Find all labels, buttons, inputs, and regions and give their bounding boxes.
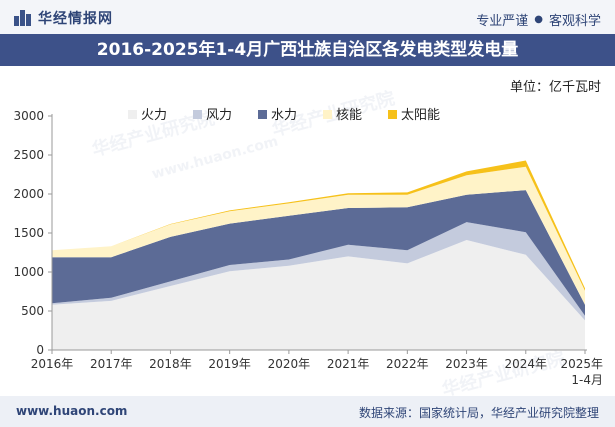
y-tick-label-2: 1000	[13, 265, 44, 279]
x-tick-label-7: 2023年	[445, 357, 488, 371]
x-tick-label-8: 2024年	[505, 357, 548, 371]
x-tick-label-5: 2021年	[327, 357, 370, 371]
x-tick-label-1: 2017年	[90, 357, 133, 371]
y-tick-label-5: 2500	[13, 148, 44, 162]
y-tick-label-6: 3000	[13, 109, 44, 123]
legend-label-2: 水力	[271, 108, 297, 123]
legend-label-3: 核能	[336, 108, 362, 123]
footer-website-link[interactable]: www.huaon.com	[16, 404, 128, 418]
brand-logo[interactable]: 华经情报网	[14, 8, 113, 28]
y-tick-label-4: 2000	[13, 187, 44, 201]
slogan-right: 客观科学	[548, 14, 601, 29]
unit-label: 单位：亿千瓦时	[509, 80, 601, 95]
area-series-0	[52, 240, 585, 350]
x-tick-label-0: 2016年	[31, 357, 74, 371]
area-series-2	[52, 190, 585, 316]
x-tick-label-2: 2018年	[149, 357, 192, 371]
footer-source: 数据来源：国家统计局，华经产业研究院整理	[358, 406, 599, 420]
y-tick-label-1: 500	[21, 304, 44, 318]
x-tick-label-4: 2020年	[268, 357, 311, 371]
y-tick-label-3: 1500	[13, 226, 44, 240]
legend-swatch-3	[323, 110, 332, 119]
legend-label-1: 风力	[206, 108, 232, 123]
slogan: 专业严谨 ● 客观科学	[476, 10, 601, 29]
legend-label-4: 太阳能	[401, 108, 440, 123]
area-series-3	[52, 166, 585, 305]
legend-swatch-4	[388, 110, 397, 119]
legend-label-0: 火力	[141, 108, 167, 123]
brand-name: 华经情报网	[38, 11, 113, 27]
x-tick-label-9-line1: 1-4月	[571, 373, 603, 387]
legend-swatch-2	[258, 110, 267, 119]
legend-swatch-0	[128, 110, 137, 119]
y-tick-label-0: 0	[36, 343, 44, 357]
x-tick-label-9: 2025年	[560, 357, 603, 371]
area-series-4	[52, 160, 585, 291]
area-chart: 0 500 1000 1500 2000 2500 3000 2016年 2017年 2018年 2…	[13, 108, 603, 387]
footer-bar: www.huaon.com 数据来源：国家统计局，华经产业研究院整理	[0, 396, 615, 427]
slogan-left: 专业严谨	[476, 14, 529, 29]
slogan-dot-icon: ●	[534, 14, 543, 25]
legend-swatch-1	[193, 110, 202, 119]
brand-logo-icon	[14, 10, 32, 26]
header-bar: 华经情报网 专业严谨 ● 客观科学	[0, 0, 615, 34]
x-tick-label-3: 2019年	[208, 357, 251, 371]
x-tick-label-6: 2022年	[386, 357, 429, 371]
chart-title: 2016-2025年1-4月广西壮族自治区各发电类型发电量	[0, 34, 615, 66]
